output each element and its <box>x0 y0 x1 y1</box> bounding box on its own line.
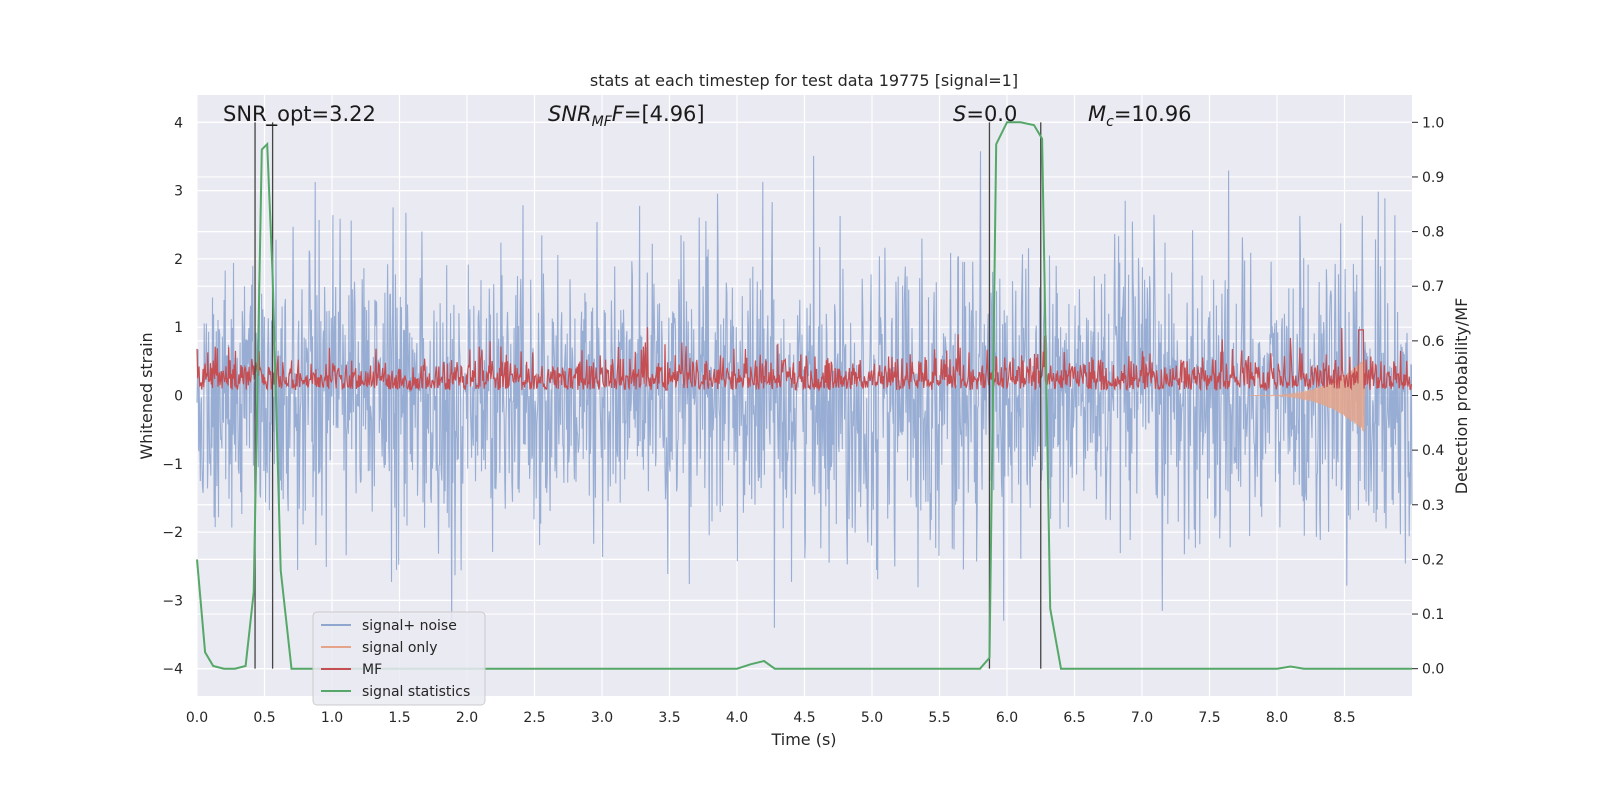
y2-tick-label: 0.9 <box>1422 170 1444 186</box>
y2-tick-label: 1.0 <box>1422 115 1444 131</box>
y-tick-label: 0 <box>174 389 183 405</box>
y-tick-label: −2 <box>162 525 183 541</box>
mf-line <box>196 327 1412 392</box>
annotation-snr-opt: SNR_opt=3.22 <box>223 102 376 127</box>
legend: signal+ noise signal only MF signal statist… <box>312 611 486 706</box>
signal-statistics-line <box>196 121 1412 670</box>
legend-box <box>312 611 486 706</box>
y2-tick-label: 0.0 <box>1422 662 1444 678</box>
annotation-s-main: S <box>953 102 966 126</box>
y2-tick-label: 0.1 <box>1422 607 1444 623</box>
x-axis-ticks: 0.0 0.5 1.0 1.5 2.0 2.5 3.0 3.5 4.0 4.5 5.0 5.5 6.0 6… <box>186 710 1356 726</box>
x-tick-label: 7.0 <box>1131 710 1153 726</box>
y-axis-ticks: −4 −3 −2 −1 0 1 2 3 4 <box>162 115 183 677</box>
y2-axis-label: Detection probability/MF <box>1452 298 1471 495</box>
signal-statistics-series <box>196 121 1412 670</box>
x-tick-label: 5.0 <box>861 710 883 726</box>
x-tick-label: 0.0 <box>186 710 208 726</box>
annotation-mc: Mc=10.96 <box>1088 102 1192 130</box>
mf-series <box>196 327 1412 392</box>
annotation-snr-mf-sub: MF <box>592 114 613 130</box>
legend-label: signal only <box>362 640 437 656</box>
y-tick-label: −1 <box>162 457 183 473</box>
x-tick-label: 2.0 <box>456 710 478 726</box>
legend-label: MF <box>362 662 382 678</box>
x-tick-label: 8.0 <box>1266 710 1288 726</box>
x-tick-label: 3.5 <box>658 710 680 726</box>
y-tick-label: −3 <box>162 593 183 609</box>
y2-tick-label: 0.7 <box>1422 279 1444 295</box>
annotation-s: S=0.0 <box>953 102 1017 126</box>
y-tick-label: 3 <box>174 184 183 200</box>
x-tick-label: 5.5 <box>928 710 950 726</box>
signal-only-series <box>1250 359 1366 432</box>
x-tick-label: 4.5 <box>793 710 815 726</box>
annotation-s-value: =0.0 <box>966 102 1017 126</box>
x-tick-label: 1.0 <box>321 710 343 726</box>
signal-only-line <box>1250 359 1366 432</box>
y2-tick-label: 0.3 <box>1422 498 1444 514</box>
x-tick-label: 6.0 <box>996 710 1018 726</box>
annotation-snr-mf: SNRMFF=[4.96] <box>548 102 705 130</box>
vertical-markers <box>254 122 1042 669</box>
y-tick-label: 2 <box>174 252 183 268</box>
legend-label: signal statistics <box>362 684 470 700</box>
annotation-mc-main: M <box>1088 102 1106 126</box>
annotation-snr-mf-main: SNR <box>548 102 592 126</box>
x-tick-label: 3.0 <box>591 710 613 726</box>
annotation-mc-sub: c <box>1106 114 1114 130</box>
x-tick-label: 0.5 <box>253 710 275 726</box>
x-tick-label: 1.5 <box>388 710 410 726</box>
annotation-mc-value: =10.96 <box>1114 102 1192 126</box>
chart-title: stats at each timestep for test data 197… <box>590 71 1018 90</box>
y2-tick-label: 0.2 <box>1422 552 1444 568</box>
y2-tick-label: 0.8 <box>1422 225 1444 241</box>
x-tick-label: 7.5 <box>1198 710 1220 726</box>
legend-label: signal+ noise <box>362 618 457 634</box>
x-tick-label: 8.5 <box>1333 710 1355 726</box>
x-axis-label: Time (s) <box>770 730 836 749</box>
annotation-snr-mf-value: =[4.96] <box>624 102 705 126</box>
y2-tick-label: 0.6 <box>1422 334 1444 350</box>
x-tick-label: 2.5 <box>523 710 545 726</box>
y-axis-label: Whitened strain <box>137 332 156 459</box>
x-tick-label: 6.5 <box>1063 710 1085 726</box>
y2-tick-label: 0.4 <box>1422 443 1444 459</box>
y2-tick-label: 0.5 <box>1422 389 1444 405</box>
x-tick-label: 4.0 <box>726 710 748 726</box>
y-tick-label: 1 <box>174 320 183 336</box>
y-tick-label: −4 <box>162 662 183 678</box>
y2-axis-ticks: 0.0 0.1 0.2 0.3 0.4 0.5 0.6 0.7 0.8 0.9 1.0 <box>1412 115 1444 678</box>
y-tick-label: 4 <box>174 115 183 131</box>
